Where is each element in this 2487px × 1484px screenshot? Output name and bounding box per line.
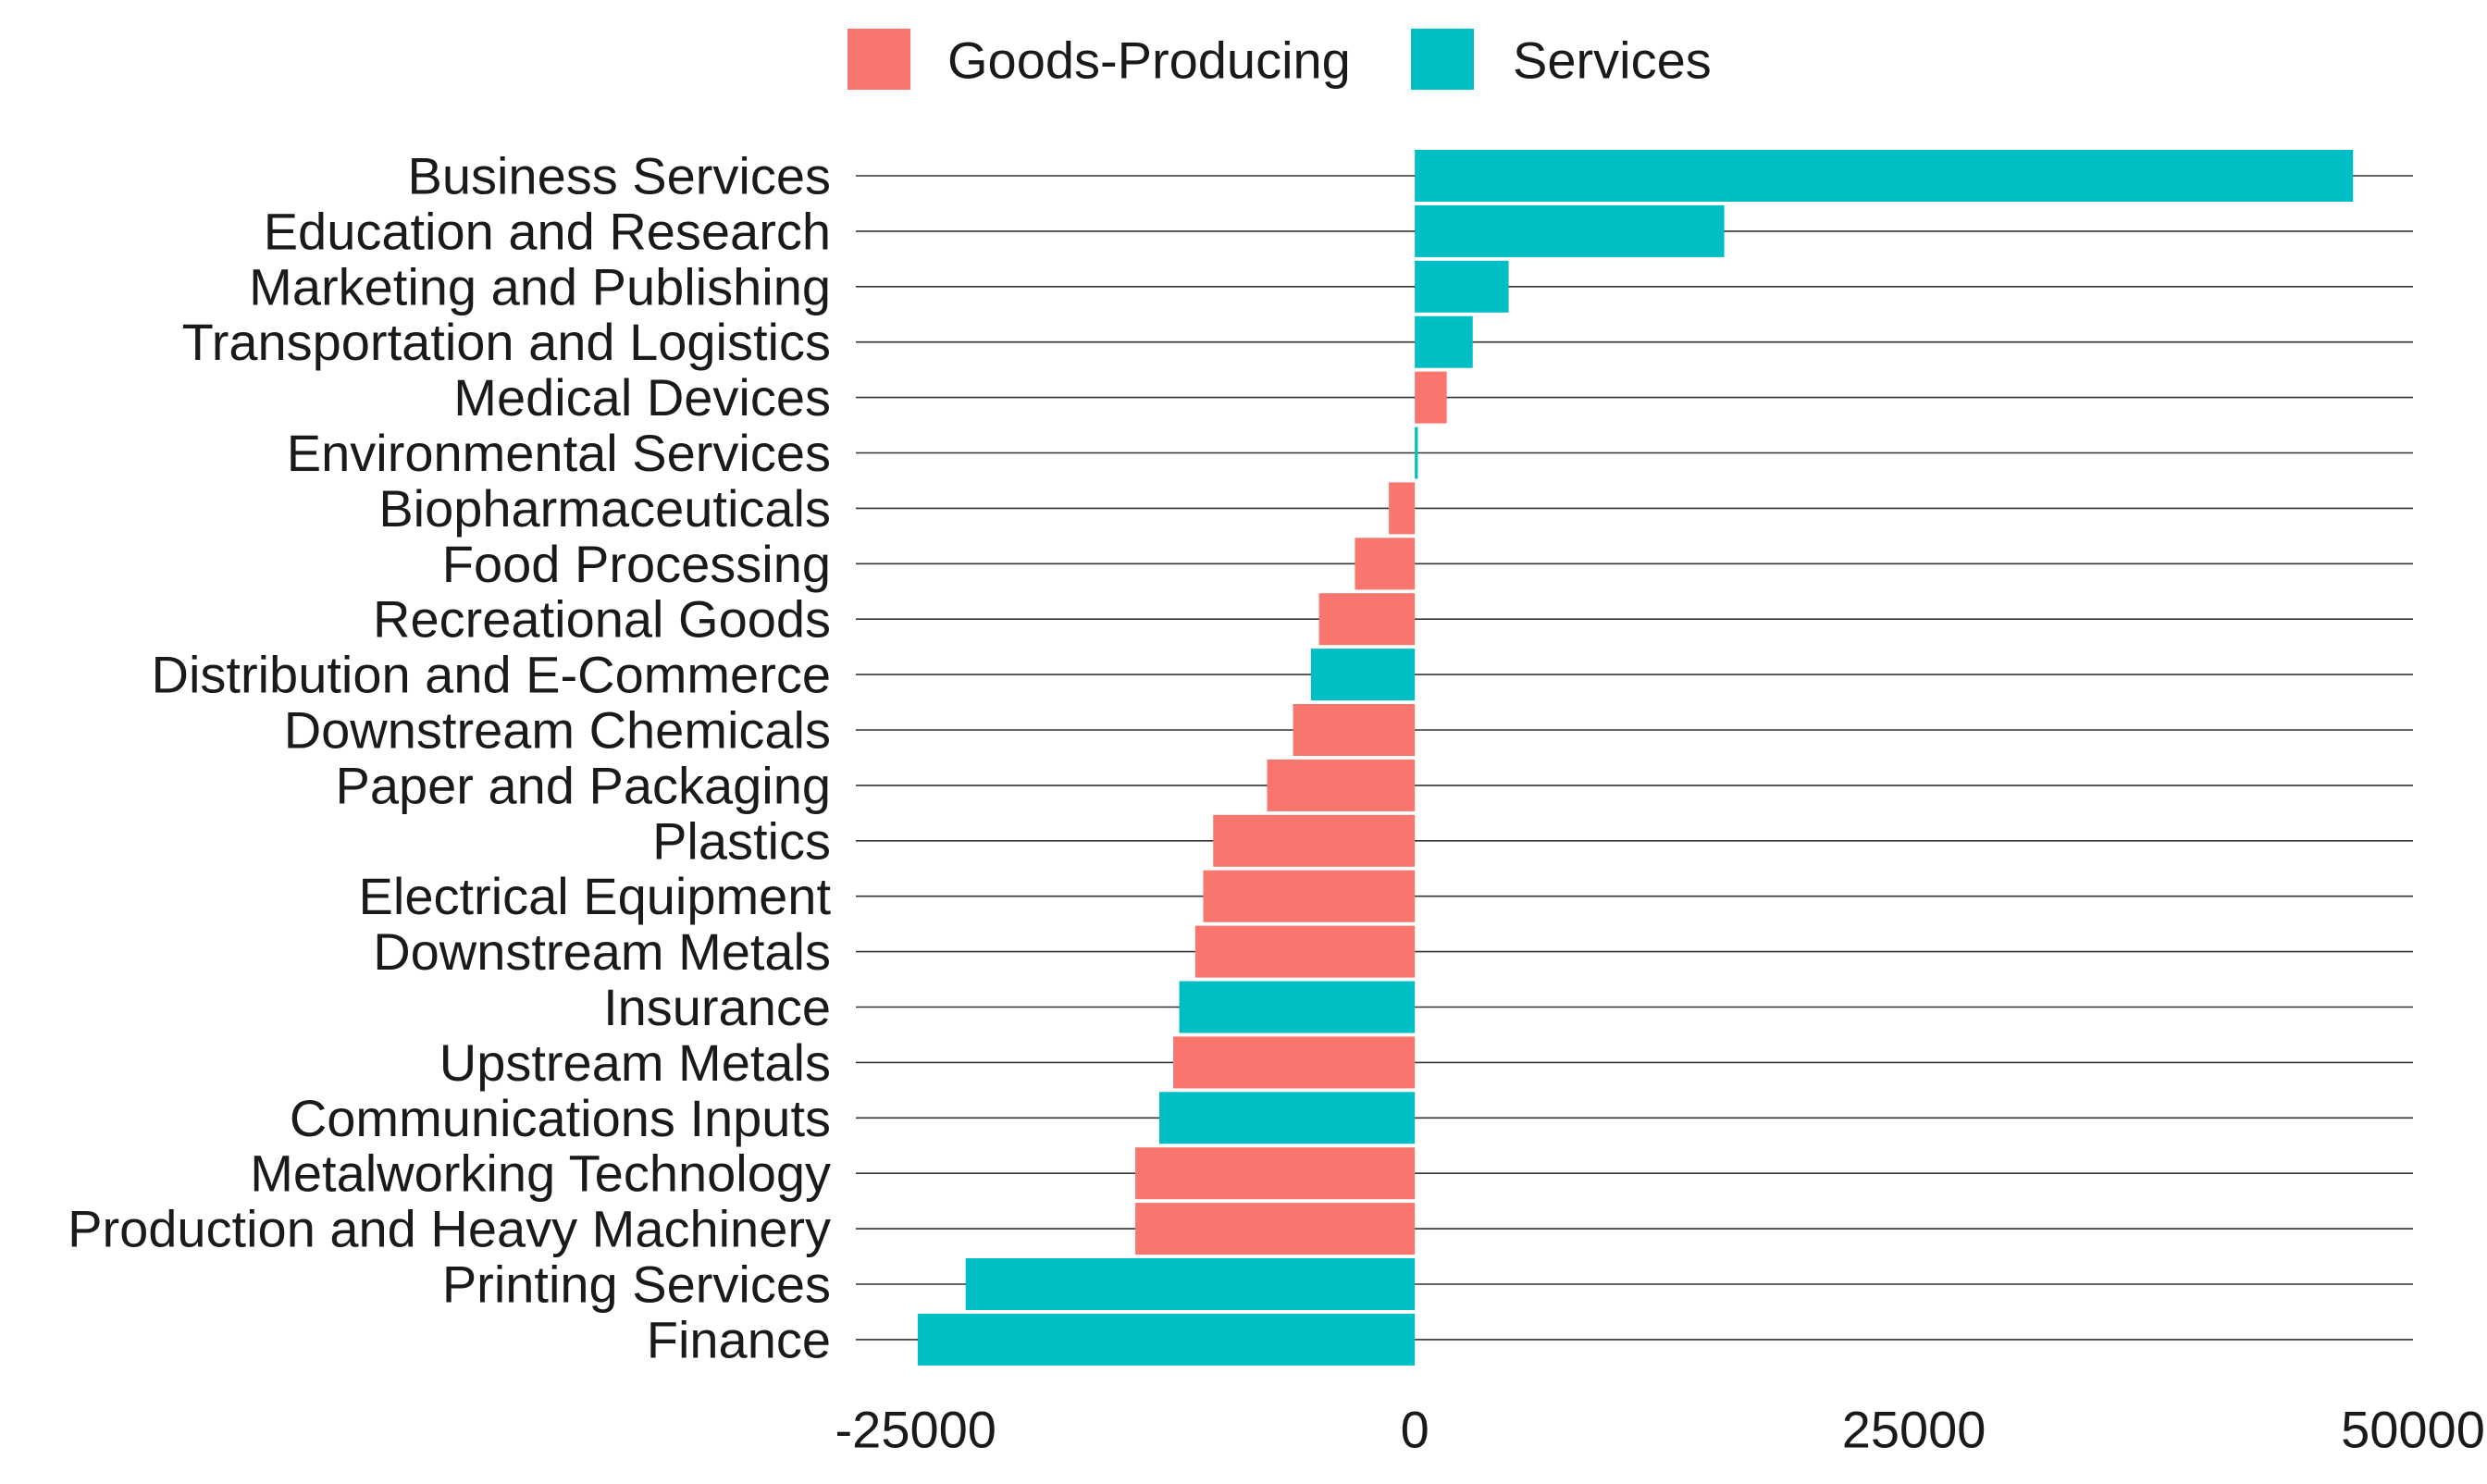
category-label-transportation-and-logistics: Transportation and Logistics (182, 313, 831, 371)
bar-downstream-chemicals (1293, 704, 1416, 756)
bar-downstream-metals (1194, 925, 1416, 978)
bar-business-services (1415, 150, 2354, 202)
x-tick-label-1: 0 (1401, 1401, 1429, 1459)
category-label-printing-services: Printing Services (442, 1255, 831, 1314)
category-label-distribution-and-e-commerce: Distribution and E-Commerce (152, 646, 831, 704)
bar-biopharmaceuticals (1389, 482, 1416, 535)
legend-label-services: Services (1513, 31, 1712, 90)
category-label-plastics: Plastics (652, 811, 831, 870)
bar-environmental-services (1415, 427, 1418, 479)
legend-swatch-goods-producing (848, 29, 910, 90)
bar-distribution-and-e-commerce (1310, 649, 1416, 701)
category-label-finance: Finance (647, 1310, 831, 1368)
bar-marketing-and-publishing (1415, 260, 1509, 313)
bar-electrical-equipment (1203, 870, 1416, 922)
bar-medical-devices (1415, 371, 1447, 424)
category-label-environmental-services: Environmental Services (287, 424, 831, 482)
legend: Goods-Producing Services (848, 29, 1712, 90)
category-label-communications-inputs: Communications Inputs (290, 1089, 831, 1147)
category-label-medical-devices: Medical Devices (453, 368, 831, 427)
category-label-recreational-goods: Recreational Goods (373, 590, 831, 649)
bar-metalworking-technology (1135, 1147, 1416, 1200)
bar-printing-services (965, 1258, 1416, 1310)
category-label-downstream-metals: Downstream Metals (373, 922, 831, 981)
x-tick-label-0: -25000 (835, 1401, 996, 1459)
category-label-food-processing: Food Processing (442, 535, 831, 593)
x-tick-label-2: 25000 (1842, 1401, 1986, 1459)
category-label-education-and-research: Education and Research (264, 202, 831, 260)
category-label-paper-and-packaging: Paper and Packaging (336, 756, 832, 814)
category-label-insurance: Insurance (603, 978, 831, 1036)
category-label-metalworking-technology: Metalworking Technology (250, 1144, 831, 1203)
bar-production-and-heavy-machinery (1135, 1203, 1416, 1255)
bar-plastics (1213, 814, 1416, 867)
category-label-downstream-chemicals: Downstream Chemicals (284, 701, 831, 760)
legend-label-goods-producing: Goods-Producing (947, 31, 1351, 90)
bar-insurance (1179, 981, 1416, 1033)
category-label-biopharmaceuticals: Biopharmaceuticals (378, 479, 831, 538)
bar-communications-inputs (1158, 1092, 1416, 1144)
gridlines (856, 175, 2413, 1341)
category-label-production-and-heavy-machinery: Production and Heavy Machinery (68, 1200, 831, 1258)
bar-upstream-metals (1173, 1036, 1416, 1089)
bar-paper-and-packaging (1267, 759, 1416, 811)
bar-finance (917, 1313, 1416, 1366)
category-label-marketing-and-publishing: Marketing and Publishing (249, 257, 831, 315)
legend-swatch-services (1411, 29, 1474, 90)
bars (917, 150, 2354, 1366)
bar-education-and-research (1415, 204, 1725, 257)
bar-recreational-goods (1318, 593, 1416, 646)
x-axis-ticks: -25000 0 25000 50000 (835, 1401, 2485, 1459)
x-tick-label-3: 50000 (2341, 1401, 2485, 1459)
category-label-electrical-equipment: Electrical Equipment (359, 867, 832, 925)
bar-transportation-and-logistics (1415, 315, 1473, 368)
bar-food-processing (1355, 538, 1416, 590)
category-label-upstream-metals: Upstream Metals (439, 1033, 831, 1092)
category-label-business-services: Business Services (407, 147, 831, 205)
